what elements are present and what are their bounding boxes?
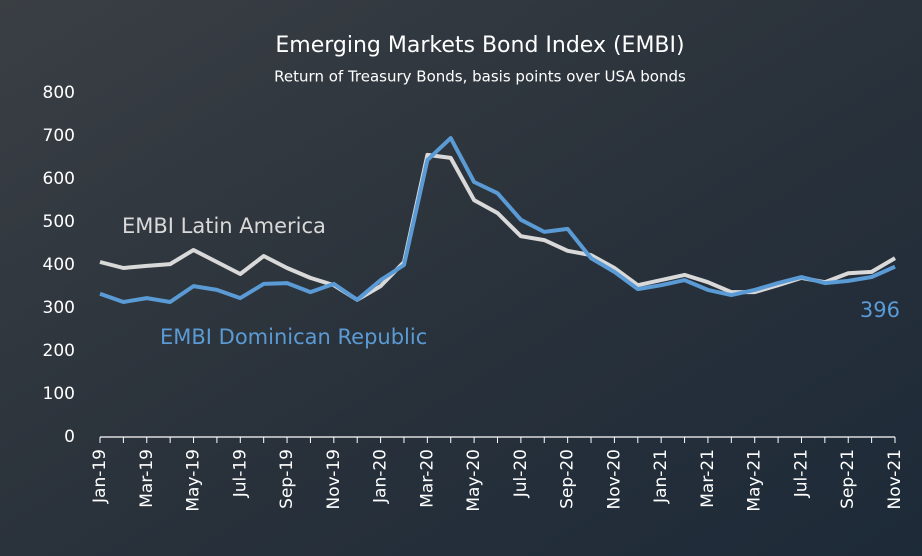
series-line bbox=[99, 136, 896, 304]
y-tick-label: 400 bbox=[43, 255, 75, 275]
x-tick-label: Sep-20 bbox=[558, 449, 578, 509]
y-tick-label: 800 bbox=[43, 83, 75, 103]
y-tick-label: 300 bbox=[43, 298, 75, 318]
data-label: 396 bbox=[860, 298, 900, 322]
x-tick-label: Jul-21 bbox=[791, 449, 811, 498]
x-tick-label: Mar-19 bbox=[137, 449, 157, 508]
y-tick-label: 500 bbox=[43, 212, 75, 232]
y-tick-label: 100 bbox=[43, 384, 75, 404]
y-tick-label: 600 bbox=[43, 169, 75, 189]
x-tick-label: Nov-19 bbox=[324, 449, 344, 510]
y-tick-label: 0 bbox=[64, 427, 75, 447]
x-tick-label: Nov-20 bbox=[604, 449, 624, 510]
x-tick-label: Mar-20 bbox=[417, 449, 437, 508]
x-tick-label: Sep-21 bbox=[838, 449, 858, 509]
x-tick-label: Jul-19 bbox=[230, 449, 250, 498]
y-tick-label: 700 bbox=[43, 126, 75, 146]
legend-label: EMBI Dominican Republic bbox=[160, 325, 427, 349]
chart-subtitle: Return of Treasury Bonds, basis points o… bbox=[274, 68, 686, 86]
x-tick-label: Sep-19 bbox=[277, 449, 297, 509]
x-tick-label: Jan-19 bbox=[90, 449, 110, 504]
y-tick-label: 200 bbox=[43, 341, 75, 361]
series-line bbox=[99, 152, 897, 302]
x-tick-label: Jul-20 bbox=[511, 449, 531, 498]
x-tick-label: Jan-20 bbox=[371, 449, 391, 504]
x-tick-label: Nov-21 bbox=[885, 449, 905, 510]
chart-title: Emerging Markets Bond Index (EMBI) bbox=[275, 33, 684, 58]
x-tick-label: May-21 bbox=[745, 449, 765, 512]
legend-label: EMBI Latin America bbox=[122, 214, 326, 238]
x-tick-label: May-19 bbox=[184, 449, 204, 512]
x-tick-label: Jan-21 bbox=[651, 449, 671, 504]
x-tick-label: May-20 bbox=[464, 449, 484, 512]
x-tick-label: Mar-21 bbox=[698, 449, 718, 508]
